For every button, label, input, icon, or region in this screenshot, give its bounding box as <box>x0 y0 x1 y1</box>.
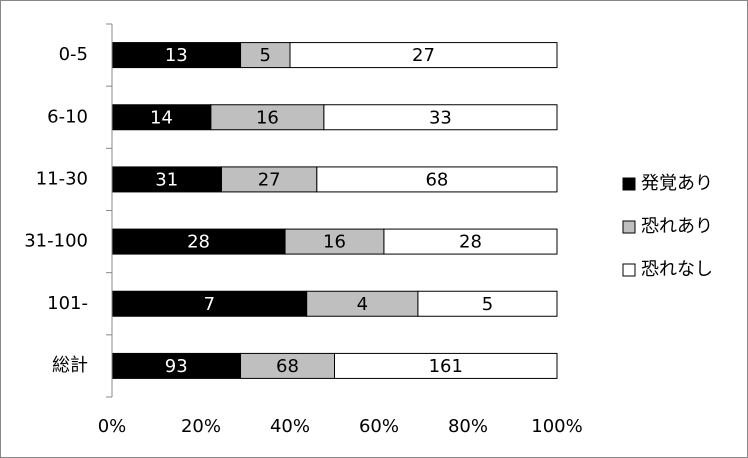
data-label: 68 <box>425 169 448 190</box>
data-label: 27 <box>412 45 435 66</box>
data-label: 28 <box>459 232 482 253</box>
bar-segment <box>383 228 558 255</box>
data-label: 5 <box>482 294 493 315</box>
legend-label: 恐れなし <box>641 259 713 280</box>
x-tick-label: 40% <box>270 416 310 437</box>
data-label: 161 <box>429 356 463 377</box>
x-tick-label: 20% <box>181 416 221 437</box>
y-tick-label: 6-10 <box>47 106 88 127</box>
x-tick-label: 60% <box>359 416 399 437</box>
bar-segment <box>417 290 558 317</box>
bar-segment <box>111 104 212 131</box>
x-tick-label: 0% <box>98 416 127 437</box>
y-tick-label: 101- <box>47 293 88 314</box>
data-label: 68 <box>276 356 299 377</box>
data-label: 4 <box>357 294 368 315</box>
bar-segment <box>111 42 242 69</box>
data-label: 13 <box>165 45 188 66</box>
y-tick-label: 31-100 <box>24 231 88 252</box>
bar-segment <box>323 104 558 131</box>
data-label: 27 <box>258 169 281 190</box>
bar-segment <box>289 42 558 69</box>
bar-segment <box>240 352 335 379</box>
legend-swatch <box>622 263 636 277</box>
bar-segment <box>220 166 318 193</box>
bar-segment <box>284 228 385 255</box>
legend-swatch <box>622 177 636 191</box>
data-label: 28 <box>187 232 210 253</box>
data-label: 93 <box>165 356 188 377</box>
legend-label: 発覚あり <box>641 173 713 194</box>
bar-segment <box>111 290 308 317</box>
bar-segment <box>240 42 291 69</box>
data-label: 5 <box>260 45 271 66</box>
data-label: 33 <box>429 107 452 128</box>
legend-swatch <box>622 220 636 234</box>
data-label: 16 <box>323 232 346 253</box>
bar-segment <box>334 352 558 379</box>
legend-label: 恐れあり <box>641 216 713 237</box>
y-tick-label: 11-30 <box>36 168 88 189</box>
data-label: 31 <box>155 169 178 190</box>
data-label: 7 <box>204 294 215 315</box>
y-tick-label: 総計 <box>52 355 88 376</box>
x-tick-label: 80% <box>448 416 488 437</box>
bar-segment <box>210 104 325 131</box>
data-label: 16 <box>256 107 279 128</box>
y-tick-label: 0-5 <box>59 44 88 65</box>
x-tick-label: 100% <box>531 416 582 437</box>
bar-segment <box>316 166 558 193</box>
data-label: 14 <box>150 107 173 128</box>
